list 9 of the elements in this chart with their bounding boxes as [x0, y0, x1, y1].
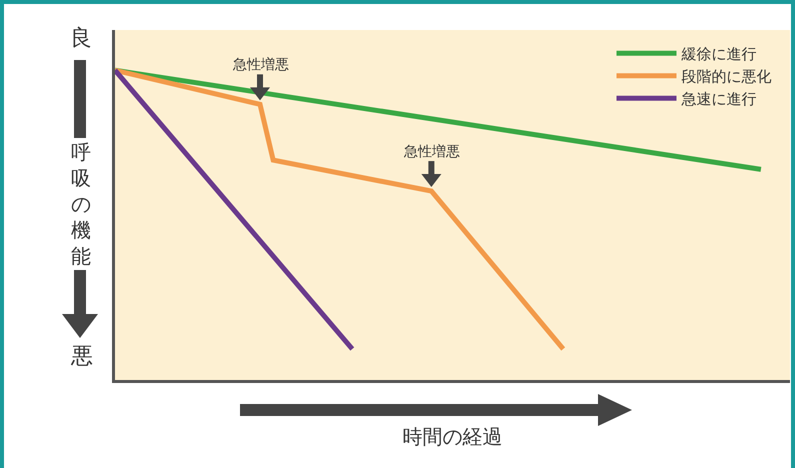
text: 悪 — [70, 343, 93, 368]
annotation: 急性増悪 — [232, 56, 289, 72]
text: 良 — [70, 25, 92, 50]
legend-label: 緩徐に進行 — [680, 46, 756, 64]
x-axis-title: 時間の経過 — [402, 426, 502, 448]
y-axis-title: 呼吸の機能 — [71, 142, 91, 268]
legend-label: 段階的に悪化 — [682, 68, 772, 86]
annotation: 急性増悪 — [403, 143, 460, 159]
legend-label: 急速に進行 — [680, 91, 756, 108]
